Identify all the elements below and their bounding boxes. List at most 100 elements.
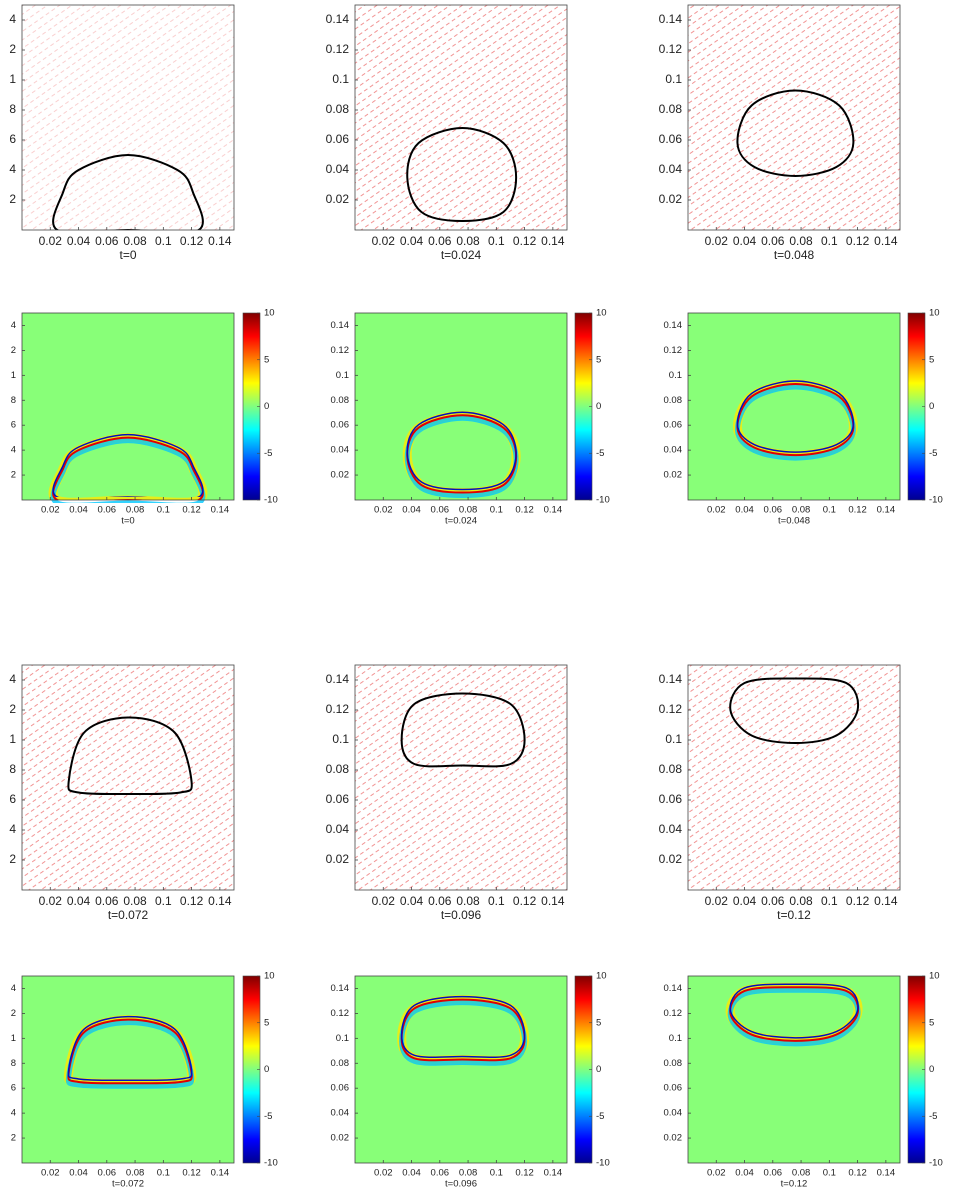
x-tick-label: 0.06 [98,1168,117,1179]
y-tick-label: 0.06 [331,1083,350,1094]
x-tick-label: 0.04 [733,894,757,908]
y-tick-label: 0.02 [659,852,683,866]
x-tick-label: 0.02 [39,234,63,248]
axes-box [354,975,568,1164]
colorbar-tick-label: 10 [596,308,607,319]
y-tick-label: 0.02 [664,1133,683,1144]
panel-title: t=0.096 [441,908,482,922]
vorticity-band [729,986,860,1042]
y-tick-label: 0.1 [669,1033,682,1044]
y-tick-label: 2 [9,42,16,56]
x-tick-label: 0.06 [764,505,783,516]
quiver-panel: 0.02 0.04 0.06 0.08 0.1 0.12 0.14 2 4 6 8 1 2 4 t=0.07… [9,664,235,922]
panel-title: t=0.12 [777,908,811,922]
y-tick-label: 0.08 [659,102,683,116]
colorbar-tick-label: 0 [596,401,601,412]
x-tick-label: 0.08 [792,1168,811,1179]
colorbar-tick-label: -5 [264,1111,272,1122]
y-tick-label: 0.08 [331,1058,350,1069]
colorbar-tick-label: 5 [264,1017,269,1028]
x-tick-label: 0.08 [789,894,813,908]
panel-title: t=0.048 [774,248,815,262]
x-tick-label: 0.14 [211,505,230,516]
y-tick-label: 0.04 [331,1108,350,1119]
x-tick-label: 0.04 [402,1168,421,1179]
colorbar-tick-label: 5 [596,354,601,365]
colorbar-tick-label: 10 [929,308,940,319]
x-tick-label: 0.02 [41,1168,60,1179]
x-tick-label: 0.06 [761,894,785,908]
colorbar-tick-label: 0 [264,1064,269,1075]
y-tick-label: 0.04 [659,822,683,836]
panel-title: t=0 [121,516,134,527]
x-tick-label: 0.06 [428,894,452,908]
x-tick-label: 0.04 [67,894,91,908]
x-tick-label: 0.02 [705,234,729,248]
y-tick-label: 0.12 [659,42,683,56]
x-tick-label: 0.08 [126,505,145,516]
velocity-field [22,5,234,230]
colorbar-tick-label: -5 [929,1111,937,1122]
y-tick-label: 4 [9,672,16,686]
quiver-panel: 0.02 0.04 0.06 0.08 0.1 0.12 0.14 0.02 0.04 0.06 0… [659,664,901,922]
heatmap-panel: 0.02 0.04 0.06 0.08 0.1 0.12 0.14 0.02 0.04 0.06 0… [664,971,943,1190]
interface [67,716,193,796]
quiver-panel: 0.02 0.04 0.06 0.08 0.1 0.12 0.14 2 4 6 8 1 2 4 t=0 [9,4,235,262]
x-tick-label: 0.04 [400,894,424,908]
x-tick-label: 0.12 [180,894,204,908]
velocity-field [355,665,567,890]
x-tick-label: 0.1 [155,894,172,908]
y-tick-label: 0.12 [331,1008,350,1019]
x-tick-label: 0.1 [488,894,505,908]
y-tick-label: 2 [11,1008,16,1019]
panel-title: t=0.072 [112,1179,144,1190]
quiver-panel: 0.02 0.04 0.06 0.08 0.1 0.12 0.14 0.02 0.04 0.06 0… [326,4,568,262]
x-tick-label: 0.1 [488,234,505,248]
y-tick-label: 4 [11,983,16,994]
axes-box [687,4,901,231]
interface [52,153,204,230]
y-tick-label: 1 [11,370,16,381]
x-tick-label: 0.1 [157,505,170,516]
x-tick-label: 0.04 [400,234,424,248]
axes-box [21,664,235,891]
y-tick-label: 0.04 [326,822,350,836]
y-tick-label: 0.02 [664,470,683,481]
x-tick-label: 0.02 [374,1168,393,1179]
x-tick-label: 0.14 [874,234,898,248]
y-tick-label: 0.02 [326,852,350,866]
y-tick-label: 8 [9,102,16,116]
axes-box [354,312,568,501]
x-tick-label: 0.02 [372,234,396,248]
y-tick-label: 0.14 [331,320,350,331]
x-tick-label: 0.1 [823,1168,836,1179]
y-tick-label: 1 [9,72,16,86]
colorbar-tick-label: -10 [929,495,943,506]
x-tick-label: 0.06 [764,1168,783,1179]
x-tick-label: 0.06 [431,1168,450,1179]
heatmap-panel: 0.02 0.04 0.06 0.08 0.1 0.12 0.14 0.02 0.04 0.06 0… [664,308,943,527]
heatmap-panel: 0.02 0.04 0.06 0.08 0.1 0.12 0.14 0.02 0.04 0.06 0… [331,971,610,1190]
colorbar-tick-label: 5 [596,1017,601,1028]
quiver-panel: 0.02 0.04 0.06 0.08 0.1 0.12 0.14 0.02 0.04 0.06 0… [326,664,568,922]
y-tick-label: 4 [11,320,16,331]
x-tick-label: 0.12 [846,894,870,908]
x-tick-label: 0.14 [211,1168,230,1179]
y-tick-label: 0.06 [659,792,683,806]
colorbar-tick-label: 10 [596,971,607,982]
x-tick-label: 0.02 [374,505,393,516]
y-tick-label: 0.12 [664,1008,683,1019]
y-tick-label: 0.12 [331,345,350,356]
colorbar-tick-label: -5 [264,448,272,459]
y-tick-label: 0.12 [326,702,350,716]
y-tick-label: 0.12 [326,42,350,56]
x-tick-label: 0.08 [126,1168,145,1179]
vorticity-band [399,1000,528,1066]
x-tick-label: 0.04 [735,505,754,516]
x-tick-label: 0.14 [208,894,232,908]
colorbar-tick-label: 0 [596,1064,601,1075]
panel-title: t=0.072 [108,908,149,922]
y-tick-label: 0.1 [332,732,349,746]
y-tick-label: 0.02 [659,192,683,206]
